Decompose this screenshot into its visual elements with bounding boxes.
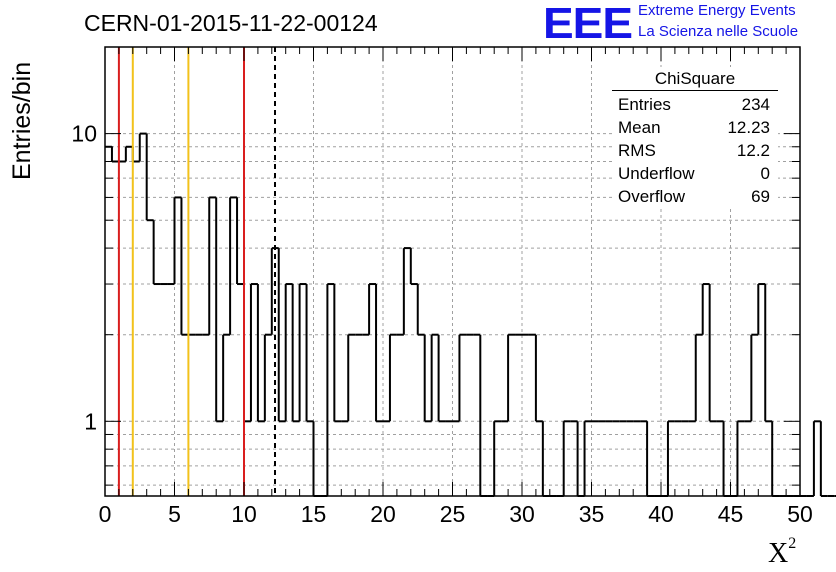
stats-row-rms: RMS 12.2 [612, 139, 778, 162]
x-tick-label: 0 [99, 501, 112, 527]
x-axis-label: X2 [768, 534, 797, 570]
x-tick-label: 15 [301, 501, 327, 527]
stats-row-overflow: Overflow 69 [612, 185, 778, 208]
x-tick-label: 50 [787, 501, 813, 527]
axis-ticks: 0 5 10 15 20 25 30 35 40 45 50 1 10 [71, 46, 813, 527]
x-tick-label: 45 [718, 501, 744, 527]
stats-label: Entries [618, 95, 671, 114]
y-tick-label: 10 [71, 121, 97, 147]
y-tick-label: 1 [84, 408, 97, 434]
x-tick-label: 20 [370, 501, 396, 527]
stats-label: Overflow [618, 187, 686, 206]
stats-box: ChiSquare Entries 234 Mean 12.23 RMS 12.… [612, 67, 778, 208]
stats-row-entries: Entries 234 [612, 93, 778, 116]
stats-label: Mean [618, 118, 661, 137]
stats-value: 69 [751, 187, 770, 206]
stats-label: RMS [618, 141, 656, 160]
x-axis-label-base: X [768, 538, 789, 569]
stats-value: 12.23 [727, 118, 770, 137]
x-tick-label: 40 [648, 501, 674, 527]
x-tick-label: 30 [509, 501, 535, 527]
eee-logo: EEE [543, 0, 633, 48]
stats-value: 0 [760, 164, 770, 183]
stats-value: 234 [741, 95, 770, 114]
stats-value: 12.2 [736, 141, 770, 160]
logo-text-line2: La Scienza nelle Scuole [638, 23, 799, 40]
reference-lines [117, 47, 276, 496]
y-axis-label: Entries/bin [8, 61, 36, 180]
stats-label: Underflow [618, 164, 695, 183]
x-tick-label: 25 [440, 501, 466, 527]
x-tick-label: 5 [168, 501, 181, 527]
logo-text-line1: Extreme Energy Events [638, 2, 796, 19]
stats-row-mean: Mean 12.23 [612, 116, 778, 139]
chart-title: CERN-01-2015-11-22-00124 [84, 10, 378, 36]
x-axis-label-superscript: 2 [788, 534, 797, 552]
stats-title: ChiSquare [612, 67, 778, 91]
x-tick-label: 35 [579, 501, 605, 527]
x-tick-label: 10 [231, 501, 257, 527]
stats-row-underflow: Underflow 0 [612, 162, 778, 185]
